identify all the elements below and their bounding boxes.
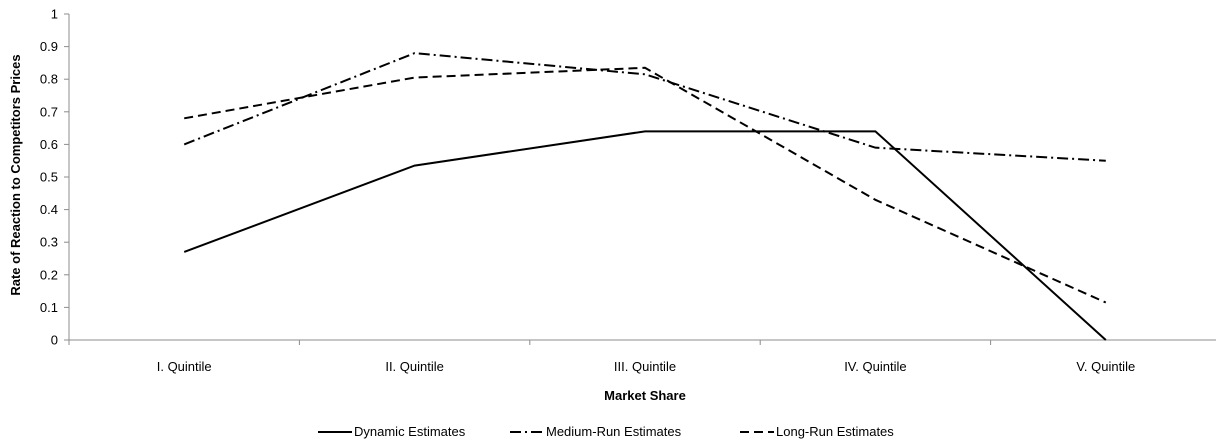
series-layer (183, 52, 1107, 341)
x-tick-label: IV. Quintile (844, 359, 906, 374)
y-tick-label: 0.3 (40, 235, 58, 250)
y-tick-label: 0.6 (40, 137, 58, 152)
series-line-long-run-estimates (184, 66, 1107, 304)
y-tick-label: 0.9 (40, 39, 58, 54)
x-tick-label: II. Quintile (385, 359, 444, 374)
y-tick-label: 1 (51, 7, 58, 22)
legend-label: Long-Run Estimates (776, 424, 894, 439)
x-tick-label: III. Quintile (614, 359, 676, 374)
y-tick-label: 0.8 (40, 72, 58, 87)
series-line-dynamic-estimates (183, 130, 1107, 341)
legend-label: Medium-Run Estimates (546, 424, 682, 439)
legend-label: Dynamic Estimates (354, 424, 466, 439)
x-tick-label: I. Quintile (157, 359, 212, 374)
y-tick-label: 0.2 (40, 267, 58, 282)
x-axis: I. Quintile II. Quintile III. Quintile IV. … (68, 339, 1216, 374)
legend: Dynamic Estimates Medium-Run Estimates Lon… (318, 424, 894, 439)
y-axis-title: Rate of Reaction to Competitors Prices (8, 54, 23, 295)
y-tick-label: 0.4 (40, 202, 58, 217)
y-axis: 0 0.1 0.2 0.3 0.4 0.5 0.6 0.7 0.8 0.9 1 (40, 7, 70, 348)
series-line-medium-run-estimates (183, 52, 1106, 162)
y-tick-label: 0 (51, 333, 58, 348)
x-axis-title: Market Share (604, 388, 686, 403)
y-tick-label: 0.7 (40, 104, 58, 119)
y-tick-label: 0.1 (40, 300, 58, 315)
y-tick-label: 0.5 (40, 170, 58, 185)
x-tick-label: V. Quintile (1076, 359, 1135, 374)
